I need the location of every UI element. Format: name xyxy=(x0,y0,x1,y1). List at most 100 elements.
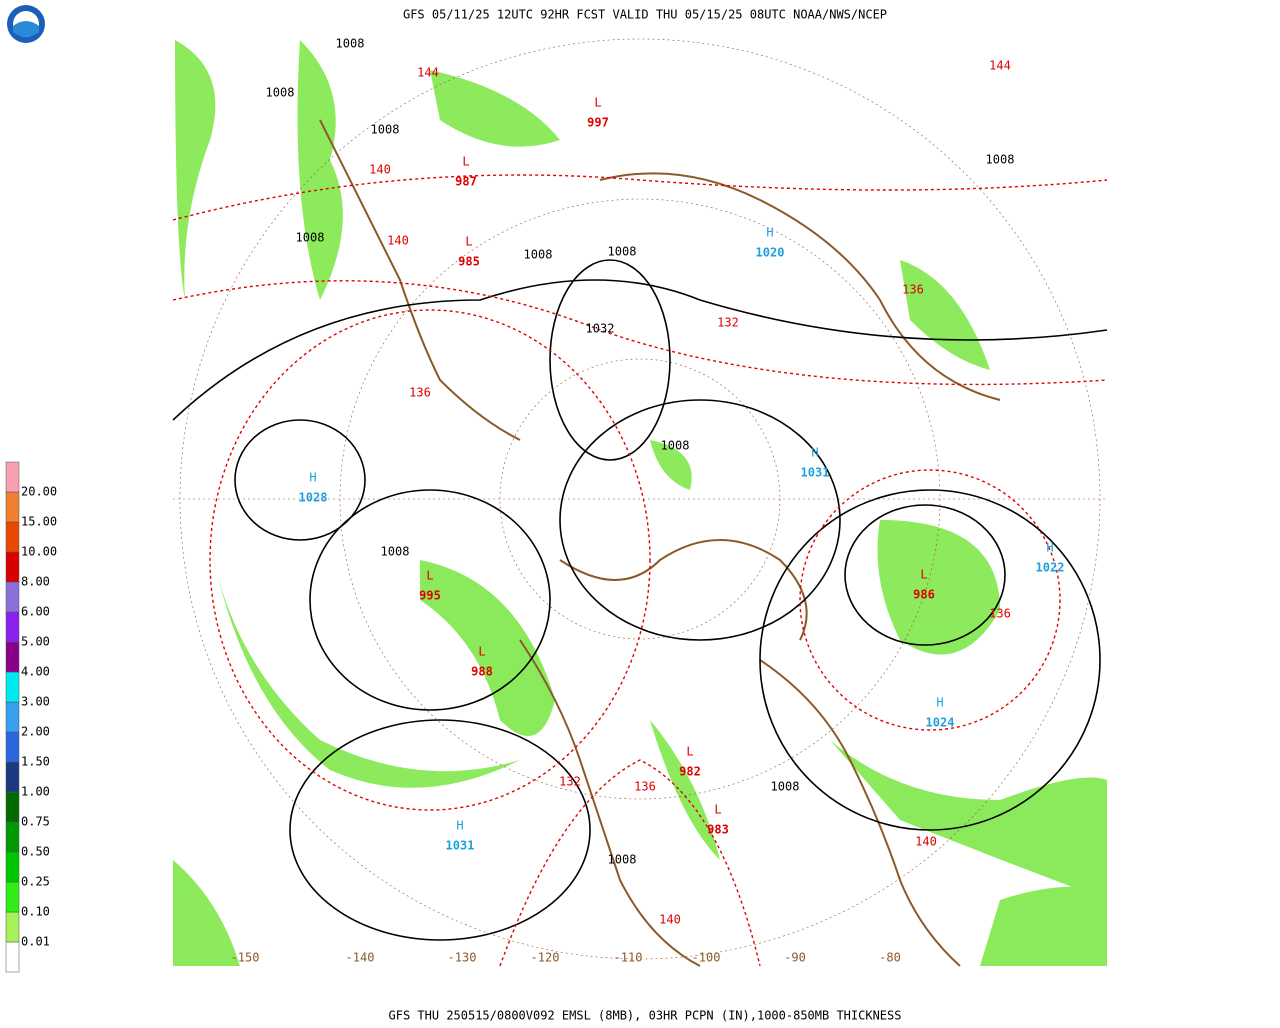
longitude-label: -90 xyxy=(784,951,806,965)
center-letter: L xyxy=(462,155,469,169)
center-letter: H xyxy=(456,819,463,833)
center-value: 988 xyxy=(471,665,493,679)
legend-box xyxy=(5,881,20,913)
longitude-label: -120 xyxy=(531,951,560,965)
legend-box xyxy=(5,701,20,733)
thickness-label: 140 xyxy=(915,835,937,849)
isobar-label: 1008 xyxy=(336,37,365,51)
noaa-logo xyxy=(7,5,45,43)
center-value: 983 xyxy=(707,823,729,837)
legend-box xyxy=(5,491,20,523)
isobar-label: 1008 xyxy=(608,245,637,259)
center-letter: H xyxy=(1046,541,1053,555)
thickness-label: 136 xyxy=(634,780,656,794)
map xyxy=(172,33,1108,967)
coastlines xyxy=(319,119,1001,967)
legend-box xyxy=(5,911,20,943)
legend-box xyxy=(5,731,20,763)
thickness-label: 140 xyxy=(387,234,409,248)
isobars xyxy=(172,259,1108,941)
longitude-label: -130 xyxy=(448,951,477,965)
legend-label: 1.00 xyxy=(21,785,50,799)
isobar-label: 1032 xyxy=(586,322,615,336)
thickness-label: 144 xyxy=(417,66,439,80)
precip-areas xyxy=(173,40,1107,966)
center-value: 985 xyxy=(458,255,480,269)
isobar-label: 1008 xyxy=(524,248,553,262)
center-letter: H xyxy=(936,696,943,710)
title: GFS 05/11/25 12UTC 92HR FCST VALID THU 0… xyxy=(403,8,887,22)
legend-label: 10.00 xyxy=(21,545,57,559)
thickness-label: 140 xyxy=(369,163,391,177)
center-letter: H xyxy=(309,471,316,485)
center-letter: H xyxy=(766,226,773,240)
thickness-contours xyxy=(172,174,1108,967)
legend-box xyxy=(5,611,20,643)
legend-label: 2.00 xyxy=(21,725,50,739)
center-value: 997 xyxy=(587,116,609,130)
legend-label: 8.00 xyxy=(21,575,50,589)
center-value: 986 xyxy=(913,588,935,602)
thickness-label: 132 xyxy=(717,316,739,330)
legend-label: 0.75 xyxy=(21,815,50,829)
center-value: 1020 xyxy=(756,246,785,260)
legend-label: 0.25 xyxy=(21,875,50,889)
legend-label: 6.00 xyxy=(21,605,50,619)
legend-box xyxy=(5,551,20,583)
isobar-label: 1008 xyxy=(661,439,690,453)
center-letter: L xyxy=(594,96,601,110)
isobar-label: 1008 xyxy=(381,545,410,559)
legend-box xyxy=(5,671,20,703)
center-value: 1024 xyxy=(926,716,955,730)
longitude-labels: -150 -140 -130 -120 -110 -100 -90 -80 xyxy=(231,951,901,965)
isobar-label: 1008 xyxy=(296,231,325,245)
legend-label: 0.01 xyxy=(21,935,50,949)
legend-label: 4.00 xyxy=(21,665,50,679)
center-letter: L xyxy=(920,568,927,582)
center-letter: L xyxy=(465,235,472,249)
longitude-label: -140 xyxy=(346,951,375,965)
legend: 0.01 0.10 0.25 0.50 0.75 1.00 1.50 2.00 3.00 4.00… xyxy=(5,461,57,973)
longitude-label: -150 xyxy=(231,951,260,965)
legend-label: 1.50 xyxy=(21,755,50,769)
thickness-label: 144 xyxy=(989,59,1011,73)
center-letter: L xyxy=(714,803,721,817)
thickness-label: 136 xyxy=(989,607,1011,621)
center-letter: H xyxy=(811,446,818,460)
longitude-label: -110 xyxy=(614,951,643,965)
legend-label: 5.00 xyxy=(21,635,50,649)
center-value: 982 xyxy=(679,765,701,779)
thickness-label: 136 xyxy=(409,386,431,400)
legend-box xyxy=(5,851,20,883)
isobar-label: 1008 xyxy=(371,123,400,137)
center-letter: L xyxy=(478,645,485,659)
footer-caption: GFS THU 250515/0800V092 EMSL (8MB), 03HR… xyxy=(389,1009,902,1023)
legend-label: 0.50 xyxy=(21,845,50,859)
center-value: 1028 xyxy=(299,491,328,505)
center-value: 987 xyxy=(455,175,477,189)
legend-box xyxy=(5,791,20,823)
center-letter: L xyxy=(426,569,433,583)
legend-box xyxy=(5,761,20,793)
contour-labels: 1008 1008 1008 1008 1008 1008 1008 1008 1032 1008… xyxy=(266,37,1015,927)
pressure-centers: H 1028 L 995 L 988 H 1031 H 1024 L 986 H 1022 H 1020 H 10… xyxy=(299,96,1065,853)
center-letter: L xyxy=(686,745,693,759)
longitude-label: -80 xyxy=(879,951,901,965)
center-value: 995 xyxy=(419,589,441,603)
isobar-label: 1008 xyxy=(266,86,295,100)
legend-box xyxy=(5,521,20,553)
thickness-label: 132 xyxy=(559,775,581,789)
center-value: 1031 xyxy=(446,839,475,853)
legend-box xyxy=(5,641,20,673)
legend-box xyxy=(5,941,20,973)
legend-box xyxy=(5,821,20,853)
legend-label: 0.10 xyxy=(21,905,50,919)
isobar-label: 1008 xyxy=(608,853,637,867)
center-value: 1022 xyxy=(1036,561,1065,575)
center-value: 1031 xyxy=(801,466,830,480)
legend-label: 15.00 xyxy=(21,515,57,529)
isobar-label: 1008 xyxy=(771,780,800,794)
thickness-label: 140 xyxy=(659,913,681,927)
graticule xyxy=(173,38,1107,960)
